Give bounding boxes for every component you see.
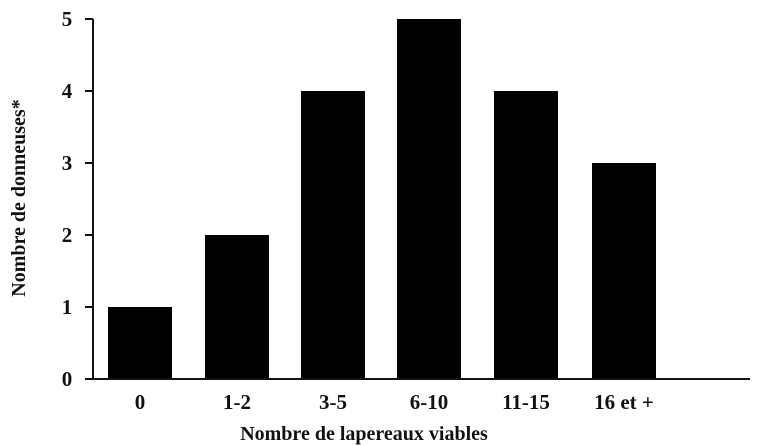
x-tick-label-6-10: 6-10 [410, 390, 449, 414]
x-tick-label-11-15: 11-15 [502, 390, 550, 414]
y-ticks-group: 0 1 2 3 4 5 [62, 7, 93, 391]
x-tick-label-16-et: 16 et + [594, 390, 654, 414]
bars-group [108, 19, 656, 379]
x-ticks-group: 0 1-2 3-5 6-10 11-15 16 et + [135, 390, 654, 414]
axes-group [92, 19, 750, 380]
bar-3-5 [301, 91, 365, 379]
y-tick-label-4: 4 [62, 79, 73, 103]
x-tick-label-1-2: 1-2 [223, 390, 251, 414]
bar-16-et [592, 163, 656, 379]
x-axis-title: Nombre de lapereaux viables [240, 423, 488, 445]
x-tick-label-3-5: 3-5 [319, 390, 347, 414]
x-tick-label-0: 0 [135, 390, 146, 414]
bar-6-10 [397, 19, 461, 379]
bar-0 [108, 307, 172, 379]
bar-11-15 [494, 91, 558, 379]
y-tick-label-2: 2 [62, 223, 73, 247]
y-tick-label-5: 5 [62, 7, 73, 31]
y-axis-title: Nombre de donneuses* [8, 99, 30, 296]
y-tick-label-3: 3 [62, 151, 73, 175]
y-tick-label-0: 0 [62, 367, 73, 391]
bar-1-2 [205, 235, 269, 379]
y-tick-label-1: 1 [62, 295, 73, 319]
